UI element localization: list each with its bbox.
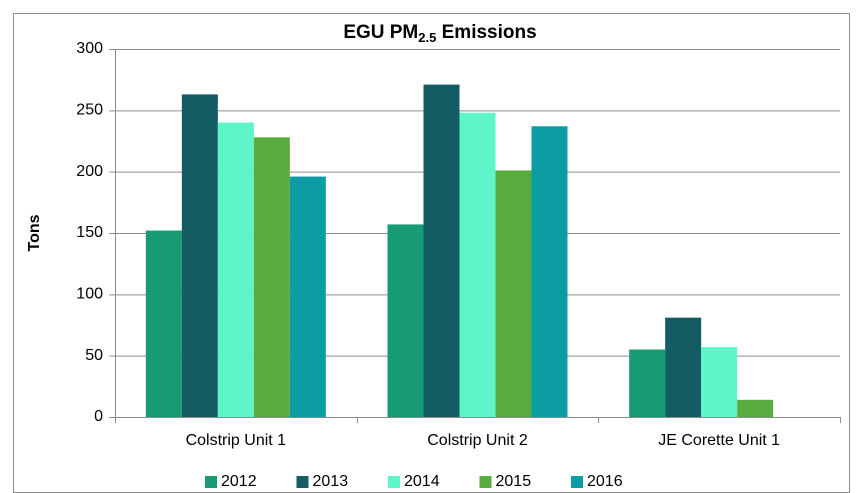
legend-label: 2013 — [313, 473, 349, 490]
y-tick-label: 200 — [76, 163, 103, 180]
bar — [253, 137, 290, 417]
y-tick-label: 300 — [76, 40, 103, 57]
chart-title: EGU PM2.5 Emissions — [343, 22, 536, 45]
bar — [217, 122, 254, 417]
bar — [459, 112, 496, 417]
legend-label: 2016 — [587, 473, 623, 490]
y-tick-label: 150 — [76, 224, 103, 241]
title-part: EGU PM — [343, 22, 418, 43]
bar — [423, 84, 460, 417]
title-subscript: 2.5 — [418, 30, 436, 45]
bar — [289, 176, 326, 417]
legend-swatch — [571, 476, 583, 488]
title-part: Emissions — [436, 22, 536, 43]
legend-label: 2012 — [221, 473, 257, 490]
bar — [531, 126, 568, 417]
x-tick-label: Colstrip Unit 1 — [186, 432, 287, 449]
bar — [665, 317, 702, 417]
y-axis-label: Tons — [26, 214, 43, 251]
legend-label: 2014 — [404, 473, 440, 490]
x-tick-label: Colstrip Unit 2 — [427, 432, 528, 449]
legend-swatch — [388, 476, 400, 488]
legend-swatch — [296, 476, 309, 488]
bar — [629, 349, 666, 417]
legend-swatch — [205, 476, 217, 488]
y-tick-label: 50 — [85, 347, 103, 364]
legend-swatch — [479, 476, 492, 488]
legend-label: 2015 — [496, 473, 532, 490]
bar — [145, 230, 182, 417]
y-tick-label: 0 — [94, 408, 103, 425]
bar — [495, 170, 532, 417]
bar — [387, 224, 424, 417]
bar — [181, 94, 218, 418]
y-tick-label: 100 — [76, 286, 103, 303]
bar — [737, 399, 774, 417]
x-tick-label: JE Corette Unit 1 — [658, 432, 780, 449]
y-tick-label: 250 — [76, 102, 103, 119]
bar — [701, 347, 738, 417]
